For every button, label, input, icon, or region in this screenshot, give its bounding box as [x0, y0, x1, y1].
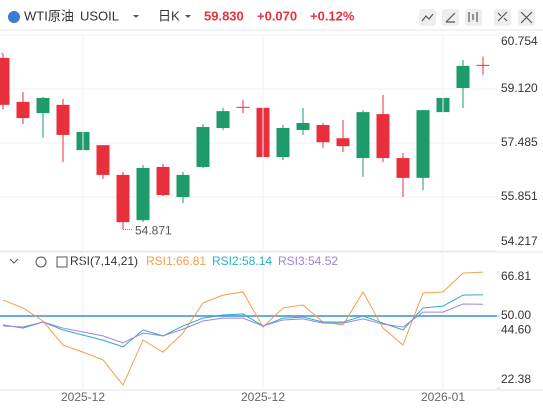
- y-tick-label: 60.754: [501, 34, 538, 48]
- candle-body: [216, 111, 230, 128]
- rsi-header: RSI(7,14,21): [9, 254, 138, 268]
- instrument-name: WTI原油: [24, 8, 74, 23]
- change: +0.070: [257, 8, 297, 23]
- symbol: USOIL: [80, 8, 119, 23]
- candle-body: [276, 127, 290, 158]
- tool-icon: [520, 11, 533, 24]
- candle-body: [116, 174, 130, 223]
- rsi-line: [2, 303, 484, 344]
- price: 59.830: [204, 8, 244, 23]
- rsi-line: [2, 294, 484, 348]
- candle-body: [56, 104, 70, 135]
- candle-body: [396, 158, 410, 178]
- legend-entry: RSI2:58.14: [212, 254, 272, 268]
- candle-body: [0, 57, 10, 105]
- tool-icon: [445, 12, 456, 23]
- dropdown-arrow[interactable]: [185, 15, 191, 18]
- symbol-icon: [8, 11, 20, 23]
- header: WTI原油 USOIL 日K 59.830 +0.070 +0.12%: [0, 8, 543, 31]
- candle-body: [196, 126, 210, 167]
- tool-icon: [468, 12, 478, 22]
- change-pct: +0.12%: [310, 8, 355, 23]
- rsi-line: [2, 271, 484, 387]
- tool-icon: [421, 13, 434, 22]
- candle-body: [176, 174, 190, 198]
- candle-body: [156, 166, 170, 196]
- candle-body: [376, 114, 390, 159]
- candle-body: [456, 65, 470, 89]
- candle-body: [96, 145, 110, 175]
- y-tick-label: 50.00: [501, 308, 531, 322]
- period[interactable]: 日K: [158, 8, 180, 23]
- settings-icon[interactable]: [35, 256, 47, 268]
- candle-body: [336, 138, 350, 147]
- candle-body: [356, 112, 370, 159]
- y-tick-label: 57.485: [501, 135, 538, 149]
- legend-entry: RSI3:54.52: [278, 254, 338, 268]
- expand-icon[interactable]: [56, 256, 68, 268]
- low-label: 54.871: [135, 224, 172, 238]
- x-tick-label: 2026-01: [421, 390, 465, 404]
- legend-entry: RSI1:66.81: [146, 254, 206, 268]
- indicator-title: RSI(7,14,21): [70, 254, 138, 268]
- candle-body: [296, 123, 310, 130]
- candle-body: [416, 110, 430, 178]
- y-tick-label: 22.38: [501, 372, 531, 386]
- toolbar: [419, 9, 535, 26]
- y-tick-label: 59.120: [501, 81, 538, 95]
- candle-body: [476, 64, 490, 66]
- candle-body: [36, 97, 50, 114]
- candle-body: [316, 125, 330, 143]
- tool-icon: [497, 11, 508, 22]
- y-tick-label: 55.851: [501, 189, 538, 203]
- candle-body: [236, 106, 250, 108]
- dropdown-arrow[interactable]: [133, 15, 139, 18]
- tool-button[interactable]: [494, 9, 511, 26]
- y-tick-label: 66.81: [501, 269, 531, 283]
- x-tick-label: 2025-12: [241, 390, 285, 404]
- y-tick-label: 44.60: [501, 322, 531, 336]
- candle-body: [16, 101, 30, 119]
- y-tick-label: 54.217: [501, 234, 538, 248]
- x-tick-label: 2025-12: [61, 390, 105, 404]
- candle-body: [136, 167, 150, 221]
- collapse-icon[interactable]: [9, 258, 19, 264]
